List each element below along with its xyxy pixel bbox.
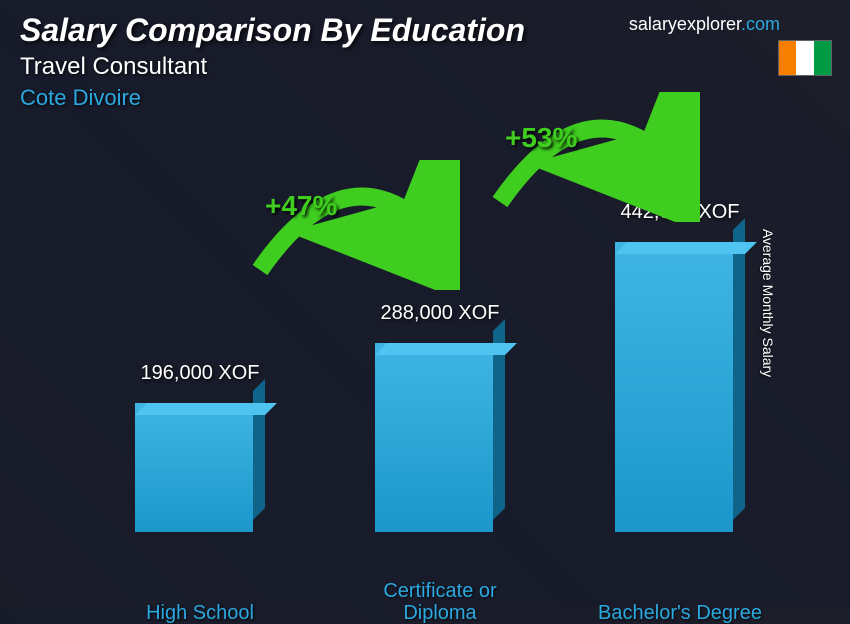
bar-label: Certificate or Diploma (350, 580, 530, 624)
percent-increase: +47% (265, 190, 337, 222)
increase-arrow (480, 92, 700, 227)
chart-subtitle: Travel Consultant (20, 53, 830, 81)
bar-chart: 196,000 XOFHigh School288,000 XOFCertifi… (50, 160, 780, 576)
flag-stripe-1 (779, 41, 796, 75)
increase-arrow (240, 160, 460, 295)
bar-value: 196,000 XOF (110, 362, 290, 385)
bar-label: High School (110, 602, 290, 624)
bar-value: 288,000 XOF (350, 302, 530, 325)
percent-increase: +53% (505, 122, 577, 154)
brand-label: salaryexplorer.com (629, 14, 780, 35)
flag-stripe-2 (796, 41, 813, 75)
chart-location: Cote Divoire (20, 85, 830, 111)
bar-label: Bachelor's Degree (590, 602, 770, 624)
flag-stripe-3 (814, 41, 831, 75)
flag-icon (778, 40, 832, 76)
